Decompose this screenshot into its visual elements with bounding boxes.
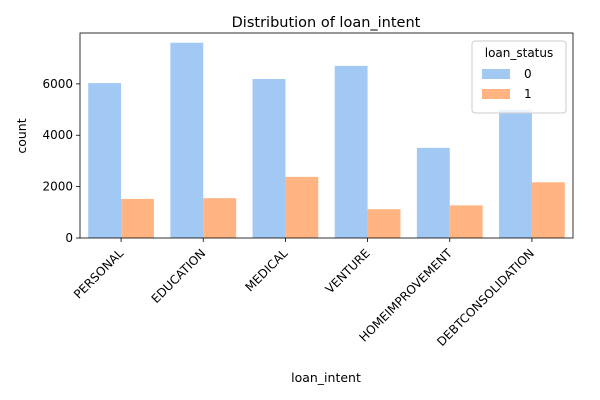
y-tick-label: 6000	[42, 77, 73, 91]
bar-venture-status-0	[334, 65, 368, 238]
bar-homeimprovement-status-1	[449, 205, 483, 238]
bar-personal-status-1	[121, 198, 154, 238]
legend-entry-0: 0	[524, 67, 532, 81]
legend-swatch-0	[482, 69, 510, 79]
bar-debtconsolidation-status-1	[531, 182, 565, 238]
x-tick-label-education: EDUCATION	[149, 246, 209, 306]
x-tick-label-debtconsolidation: DEBTCONSOLIDATION	[434, 246, 537, 349]
x-tick-label-personal: PERSONAL	[71, 246, 126, 301]
bar-medical-status-0	[252, 78, 286, 239]
bar-venture-status-1	[367, 209, 401, 238]
legend-entry-1: 1	[524, 87, 532, 101]
legend-title: loan_status	[485, 46, 554, 60]
y-tick-label: 0	[65, 231, 73, 245]
y-axis-label: count	[14, 118, 29, 153]
bar-homeimprovement-status-0	[416, 147, 450, 238]
x-tick-label-homeimprovement: HOMEIMPROVEMENT	[356, 246, 455, 345]
x-axis-label: loan_intent	[291, 370, 361, 385]
chart-title: Distribution of loan_intent	[232, 15, 421, 31]
bar-debtconsolidation-status-0	[499, 109, 532, 238]
bar-education-status-0	[170, 42, 204, 239]
x-tick-label-venture: VENTURE	[323, 246, 373, 296]
bar-medical-status-1	[285, 176, 319, 238]
bar-personal-status-0	[88, 83, 122, 238]
legend: loan_status 0 1	[471, 40, 567, 114]
y-tick-label: 2000	[42, 180, 73, 194]
x-tick-label-medical: MEDICAL	[242, 246, 290, 294]
legend-swatch-1	[482, 89, 510, 99]
bar-education-status-1	[203, 198, 237, 238]
y-tick-label: 4000	[42, 128, 73, 142]
